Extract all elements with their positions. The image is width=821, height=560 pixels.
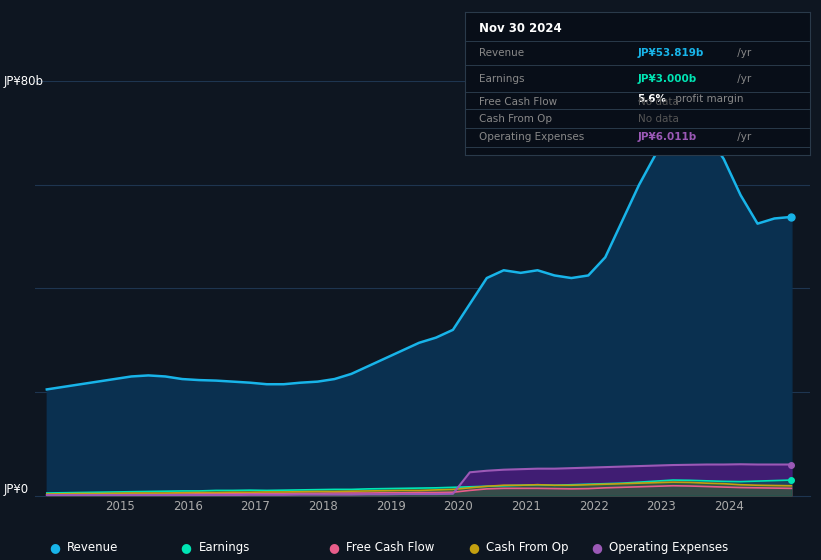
Text: ●: ● bbox=[328, 541, 339, 554]
Text: profit margin: profit margin bbox=[672, 94, 744, 104]
Text: JP¥53.819b: JP¥53.819b bbox=[637, 48, 704, 58]
Text: ●: ● bbox=[49, 541, 60, 554]
Text: ●: ● bbox=[591, 541, 602, 554]
Text: 5.6%: 5.6% bbox=[637, 94, 667, 104]
Text: Free Cash Flow: Free Cash Flow bbox=[479, 96, 557, 106]
Text: Earnings: Earnings bbox=[199, 541, 250, 554]
Text: ●: ● bbox=[181, 541, 191, 554]
Text: Operating Expenses: Operating Expenses bbox=[479, 132, 584, 142]
Text: JP¥0: JP¥0 bbox=[4, 483, 30, 497]
Text: JP¥6.011b: JP¥6.011b bbox=[637, 132, 697, 142]
Text: Operating Expenses: Operating Expenses bbox=[609, 541, 728, 554]
Text: No data: No data bbox=[637, 114, 678, 124]
Text: Cash From Op: Cash From Op bbox=[486, 541, 568, 554]
Text: /yr: /yr bbox=[734, 74, 751, 84]
Text: No data: No data bbox=[637, 96, 678, 106]
Text: Revenue: Revenue bbox=[67, 541, 119, 554]
Text: Earnings: Earnings bbox=[479, 74, 524, 84]
Text: JP¥80b: JP¥80b bbox=[4, 74, 44, 88]
Text: ●: ● bbox=[468, 541, 479, 554]
Text: Nov 30 2024: Nov 30 2024 bbox=[479, 22, 562, 35]
Text: /yr: /yr bbox=[734, 132, 751, 142]
Text: Cash From Op: Cash From Op bbox=[479, 114, 552, 124]
Text: Free Cash Flow: Free Cash Flow bbox=[346, 541, 435, 554]
Text: /yr: /yr bbox=[734, 48, 751, 58]
Text: JP¥3.000b: JP¥3.000b bbox=[637, 74, 697, 84]
Text: Revenue: Revenue bbox=[479, 48, 524, 58]
